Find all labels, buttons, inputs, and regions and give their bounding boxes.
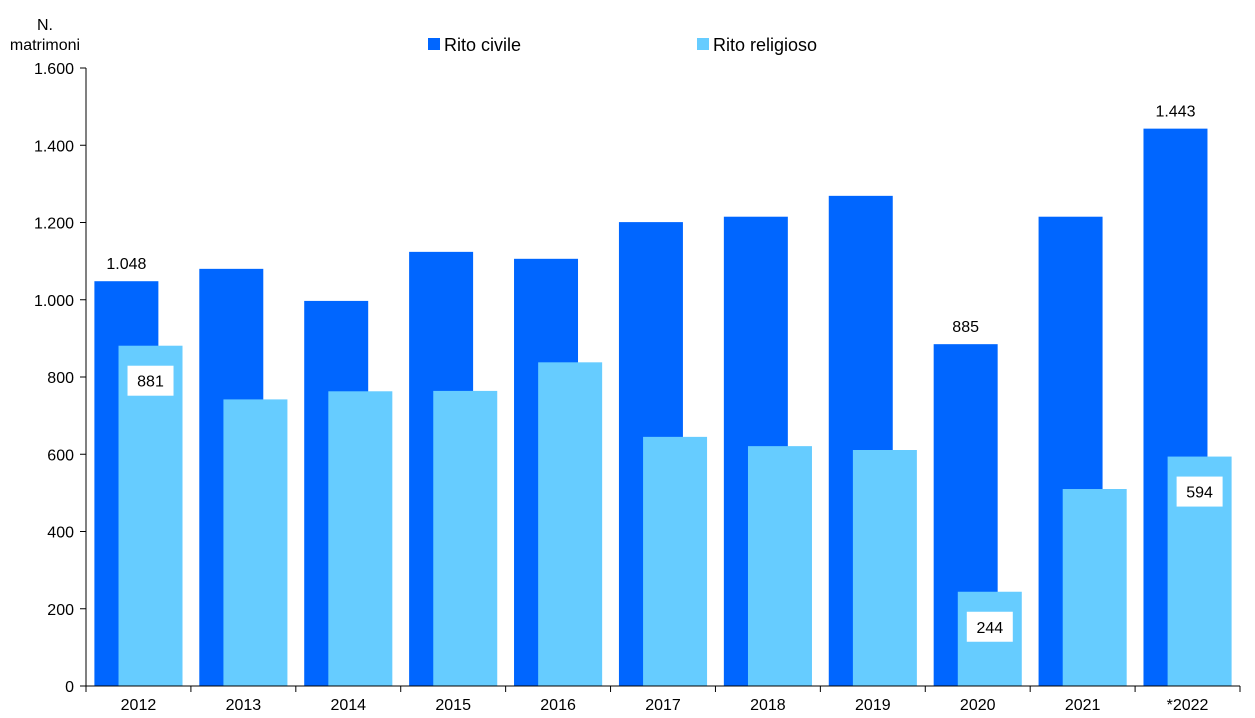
- x-tick-label-2022: *2022: [1167, 697, 1209, 713]
- y-tick-label-1000: 1.000: [34, 293, 74, 310]
- bar-rito-religioso-2017: [643, 436, 708, 686]
- bar-rito-religioso-2013: [223, 399, 288, 686]
- y-axis-title: N. matrimoni: [10, 17, 80, 54]
- y-tick-label-1600: 1.600: [34, 61, 74, 78]
- y-tick-label-0: 0: [65, 679, 74, 696]
- legend-label-rito-civile: Rito civile: [444, 35, 521, 55]
- data-label-box-rito-religioso-2020: [966, 611, 1013, 642]
- bar-rito-religioso-2016: [538, 362, 603, 686]
- y-axis-title-line-1: N.: [37, 17, 53, 34]
- legend-label-rito-religioso: Rito religioso: [713, 35, 817, 55]
- bar-rito-religioso-2012: [118, 345, 183, 686]
- data-label-rito-religioso-2020: 244: [976, 620, 1003, 637]
- data-label-rito-civile-2012: 1.048: [106, 256, 146, 273]
- x-tick-label-2019: 2019: [855, 697, 891, 713]
- y-axis-title-line-2: matrimoni: [10, 37, 80, 54]
- bars-layer: [94, 128, 1232, 687]
- bar-rito-religioso-2014: [328, 391, 393, 686]
- x-tick-label-2018: 2018: [750, 697, 786, 713]
- y-tick-label-800: 800: [47, 370, 74, 387]
- data-label-box-rito-religioso-2022: [1176, 476, 1223, 507]
- bar-rito-religioso-2015: [433, 390, 498, 686]
- y-tick-label-600: 600: [47, 447, 74, 464]
- y-tick-label-400: 400: [47, 525, 74, 542]
- data-label-rito-civile-2020: 885: [952, 319, 979, 336]
- legend-swatch-rito-religioso: [697, 38, 709, 50]
- data-label-rito-civile-2022: 1.443: [1155, 104, 1195, 121]
- x-tick-label-2021: 2021: [1065, 697, 1101, 713]
- data-label-rito-religioso-2022: 594: [1186, 485, 1213, 502]
- axes-layer: 0 200 400 600 800 1.000 1.200 1.400 1.600 2012 201…: [34, 61, 1241, 714]
- x-tick-label-2013: 2013: [226, 697, 262, 713]
- legend-swatch-rito-civile: [428, 38, 440, 50]
- data-label-box-rito-religioso-2012: [127, 365, 174, 396]
- bar-rito-religioso-2019: [852, 450, 917, 686]
- x-tick-label-2012: 2012: [121, 697, 157, 713]
- data-labels-layer: 1.048 885 1.443 881 244 594: [106, 104, 1223, 642]
- data-label-rito-religioso-2012: 881: [137, 374, 164, 391]
- y-tick-label-1200: 1.200: [34, 216, 74, 233]
- y-tick-label-200: 200: [47, 602, 74, 619]
- bar-rito-religioso-2018: [747, 446, 812, 686]
- x-tick-label-2014: 2014: [330, 697, 366, 713]
- bar-rito-religioso-2021: [1062, 489, 1127, 686]
- x-tick-label-2016: 2016: [540, 697, 576, 713]
- x-tick-label-2020: 2020: [960, 697, 996, 713]
- x-tick-label-2015: 2015: [435, 697, 471, 713]
- y-tick-label-1400: 1.400: [34, 138, 74, 155]
- legend: Rito civile Rito religioso: [428, 35, 817, 55]
- x-tick-label-2017: 2017: [645, 697, 681, 713]
